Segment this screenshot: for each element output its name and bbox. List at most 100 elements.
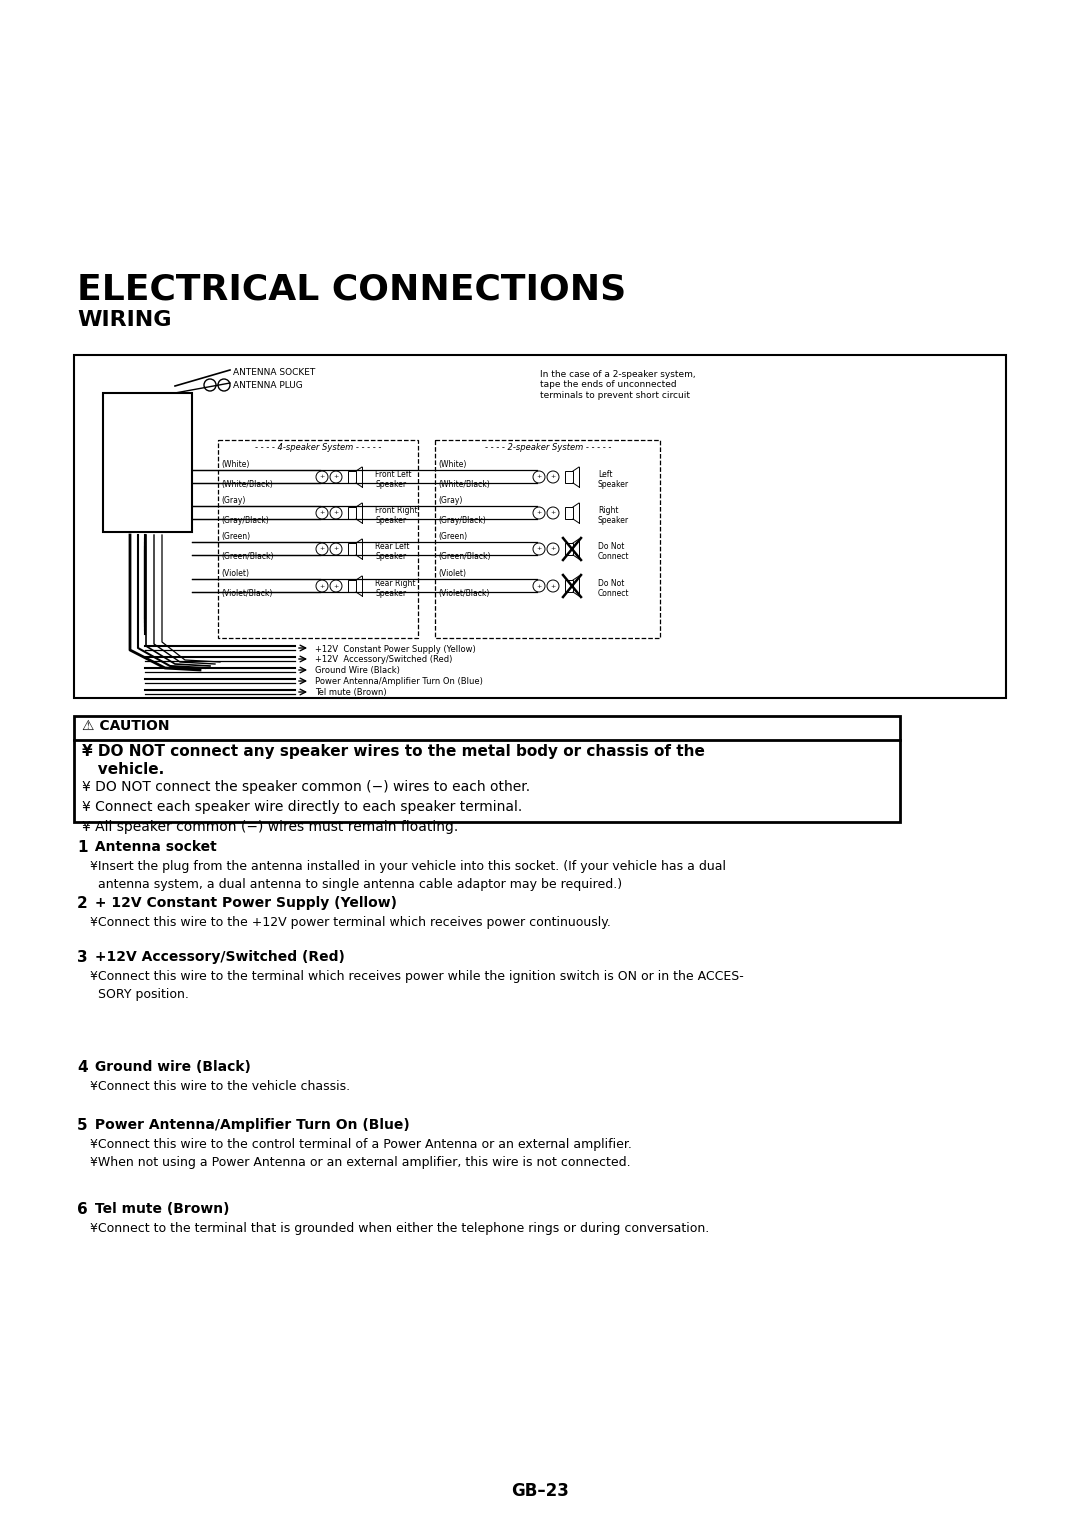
Text: ¥Connect this wire to the vehicle chassis.: ¥Connect this wire to the vehicle chassi…	[90, 1080, 350, 1093]
Text: +: +	[537, 584, 542, 588]
Text: +: +	[537, 510, 542, 515]
Text: 2: 2	[77, 895, 87, 911]
Text: Tel mute (Brown): Tel mute (Brown)	[315, 689, 387, 697]
Text: Antenna socket: Antenna socket	[90, 840, 217, 854]
Text: (White/Black): (White/Black)	[221, 480, 273, 489]
Text: GB–23: GB–23	[511, 1482, 569, 1500]
Text: (Green): (Green)	[438, 532, 468, 541]
Text: ¥ DO NOT connect any speaker wires to the metal body or chassis of the: ¥ DO NOT connect any speaker wires to th…	[82, 744, 705, 759]
Text: Rear Left
Speaker: Rear Left Speaker	[375, 542, 409, 561]
Bar	[348, 471, 356, 483]
Text: (Gray): (Gray)	[438, 497, 462, 504]
Text: Do Not
Connect: Do Not Connect	[598, 542, 630, 561]
Text: ¥Connect this wire to the terminal which receives power while the ignition switc: ¥Connect this wire to the terminal which…	[90, 970, 744, 983]
Text: (Violet/Black): (Violet/Black)	[221, 588, 272, 597]
Text: Tel mute (Brown): Tel mute (Brown)	[90, 1203, 229, 1216]
Text: SORY position.: SORY position.	[90, 989, 189, 1001]
Text: +: +	[334, 584, 339, 588]
Bar	[565, 471, 573, 483]
Text: (Violet): (Violet)	[221, 568, 249, 578]
Bar	[435, 440, 660, 639]
Text: +: +	[551, 584, 555, 588]
Circle shape	[534, 542, 545, 555]
Text: +: +	[320, 547, 325, 552]
Text: ¥Connect this wire to the control terminal of a Power Antenna or an external amp: ¥Connect this wire to the control termin…	[90, 1138, 632, 1151]
Text: In the case of a 2-speaker system,
tape the ends of unconnected
terminals to pre: In the case of a 2-speaker system, tape …	[540, 370, 696, 400]
Bar	[103, 393, 192, 532]
Text: vehicle.: vehicle.	[82, 762, 164, 778]
Text: +: +	[320, 584, 325, 588]
Text: +: +	[537, 475, 542, 480]
Text: 4: 4	[77, 1060, 87, 1076]
Bar	[218, 440, 418, 639]
Circle shape	[204, 379, 216, 391]
Text: antenna system, a dual antenna to single antenna cable adaptor may be required.): antenna system, a dual antenna to single…	[90, 879, 622, 891]
Text: Ground wire (Black): Ground wire (Black)	[90, 1060, 251, 1074]
Bar	[348, 581, 356, 591]
Text: +12V Accessory/Switched (Red): +12V Accessory/Switched (Red)	[90, 950, 345, 964]
Text: ¥ Connect each speaker wire directly to each speaker terminal.: ¥ Connect each speaker wire directly to …	[82, 801, 523, 814]
Text: + 12V Constant Power Supply (Yellow): + 12V Constant Power Supply (Yellow)	[90, 895, 397, 911]
Text: +: +	[551, 510, 555, 515]
Text: Front Left
Speaker: Front Left Speaker	[375, 471, 411, 489]
Text: Rear Right
Speaker: Rear Right Speaker	[375, 579, 416, 599]
Text: ¥When not using a Power Antenna or an external amplifier, this wire is not conne: ¥When not using a Power Antenna or an ex…	[90, 1157, 631, 1169]
Text: +: +	[537, 547, 542, 552]
Bar	[75, 717, 900, 822]
Circle shape	[546, 581, 559, 591]
Text: +: +	[551, 547, 555, 552]
Bar	[565, 581, 573, 591]
Circle shape	[316, 507, 328, 520]
Text: +: +	[334, 510, 339, 515]
Text: (Green): (Green)	[221, 532, 251, 541]
Text: +: +	[334, 475, 339, 480]
Text: 3: 3	[77, 950, 87, 966]
Text: - - - - 4-speaker System - - - - -: - - - - 4-speaker System - - - - -	[255, 443, 381, 452]
Text: Left
Speaker: Left Speaker	[598, 471, 630, 489]
Bar	[348, 507, 356, 520]
Text: ¥Connect to the terminal that is grounded when either the telephone rings or dur: ¥Connect to the terminal that is grounde…	[90, 1222, 710, 1235]
Text: (Violet): (Violet)	[438, 568, 465, 578]
Bar	[565, 507, 573, 520]
Text: Right
Speaker: Right Speaker	[598, 506, 630, 526]
Text: +: +	[320, 510, 325, 515]
Circle shape	[330, 471, 342, 483]
Text: ¥ All speaker common (−) wires must remain floating.: ¥ All speaker common (−) wires must rema…	[82, 821, 458, 834]
Text: (Gray/Black): (Gray/Black)	[438, 516, 486, 526]
Text: (White): (White)	[438, 460, 467, 469]
Circle shape	[316, 581, 328, 591]
Circle shape	[218, 379, 230, 391]
Circle shape	[534, 471, 545, 483]
Text: ELECTRICAL CONNECTIONS: ELECTRICAL CONNECTIONS	[77, 272, 626, 306]
Text: Ground Wire (Black): Ground Wire (Black)	[315, 666, 400, 675]
Text: (Green/Black): (Green/Black)	[221, 552, 273, 561]
Text: +12V  Constant Power Supply (Yellow): +12V Constant Power Supply (Yellow)	[315, 645, 476, 654]
Text: Do Not
Connect: Do Not Connect	[598, 579, 630, 599]
Circle shape	[316, 542, 328, 555]
Text: (Violet/Black): (Violet/Black)	[438, 588, 489, 597]
Circle shape	[330, 542, 342, 555]
Text: Power Antenna/Amplifier Turn On (Blue): Power Antenna/Amplifier Turn On (Blue)	[315, 677, 483, 686]
Text: +: +	[551, 475, 555, 480]
Circle shape	[330, 581, 342, 591]
Circle shape	[546, 507, 559, 520]
Text: ¥ DO NOT connect the speaker common (−) wires to each other.: ¥ DO NOT connect the speaker common (−) …	[82, 779, 530, 795]
Text: ANTENNA PLUG: ANTENNA PLUG	[233, 380, 302, 390]
Text: (Green/Black): (Green/Black)	[438, 552, 490, 561]
Bar	[75, 354, 1005, 698]
Circle shape	[534, 507, 545, 520]
Text: Power Antenna/Amplifier Turn On (Blue): Power Antenna/Amplifier Turn On (Blue)	[90, 1118, 409, 1132]
Text: +: +	[334, 547, 339, 552]
Text: (White): (White)	[221, 460, 249, 469]
Text: (White/Black): (White/Black)	[438, 480, 489, 489]
Text: ⚠ CAUTION: ⚠ CAUTION	[82, 720, 170, 733]
Circle shape	[316, 471, 328, 483]
Text: ¥Connect this wire to the +12V power terminal which receives power continuously.: ¥Connect this wire to the +12V power ter…	[90, 915, 611, 929]
Text: 6: 6	[77, 1203, 87, 1216]
Circle shape	[330, 507, 342, 520]
Text: 5: 5	[77, 1118, 87, 1132]
Text: (Gray): (Gray)	[221, 497, 245, 504]
Bar	[348, 542, 356, 555]
Bar	[565, 542, 573, 555]
Circle shape	[534, 581, 545, 591]
